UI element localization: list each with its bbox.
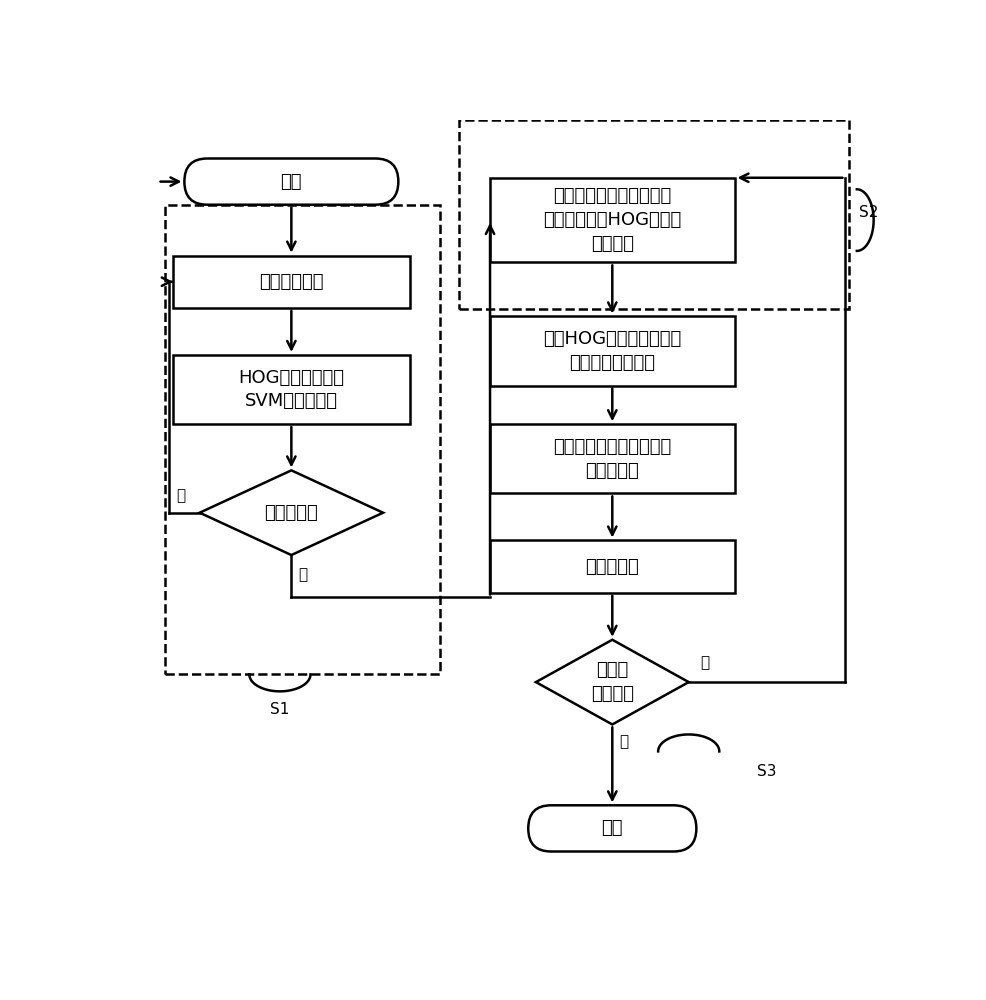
Text: HOG特征向量集和
SVM向量机检测: HOG特征向量集和 SVM向量机检测	[239, 369, 344, 410]
FancyBboxPatch shape	[490, 540, 735, 593]
Text: 开始: 开始	[281, 173, 302, 191]
FancyBboxPatch shape	[184, 158, 398, 205]
FancyBboxPatch shape	[490, 178, 735, 262]
Text: 粒子重采样: 粒子重采样	[586, 558, 639, 576]
Text: 图像为
最后一帧: 图像为 最后一帧	[591, 661, 634, 703]
FancyBboxPatch shape	[490, 316, 735, 386]
Text: S1: S1	[270, 702, 290, 717]
FancyBboxPatch shape	[528, 805, 696, 852]
Text: S2: S2	[859, 205, 879, 220]
Text: 从目标矩形区域中采样若
干粒子，提取HOG特征和
颜色特征: 从目标矩形区域中采样若 干粒子，提取HOG特征和 颜色特征	[543, 188, 681, 253]
Text: 计算HOG和颜色双重特征
融合后粒子的权重: 计算HOG和颜色双重特征 融合后粒子的权重	[543, 330, 681, 372]
FancyBboxPatch shape	[173, 256, 410, 308]
Bar	[166, 205, 441, 674]
Text: 是: 是	[619, 734, 628, 749]
Text: 输入一帧图像: 输入一帧图像	[259, 273, 323, 291]
FancyBboxPatch shape	[490, 424, 735, 493]
Polygon shape	[199, 470, 383, 555]
Polygon shape	[536, 640, 688, 724]
Text: S3: S3	[757, 764, 777, 779]
Text: 得到最后的状态估计并输
出估计目标: 得到最后的状态估计并输 出估计目标	[553, 438, 671, 480]
Bar	[459, 120, 849, 309]
Text: 否: 否	[700, 656, 709, 671]
Text: 结束: 结束	[601, 819, 623, 837]
FancyBboxPatch shape	[173, 355, 410, 424]
Text: 是否有行人: 是否有行人	[264, 504, 318, 522]
Text: 是: 是	[298, 567, 308, 582]
Text: 否: 否	[176, 488, 186, 503]
